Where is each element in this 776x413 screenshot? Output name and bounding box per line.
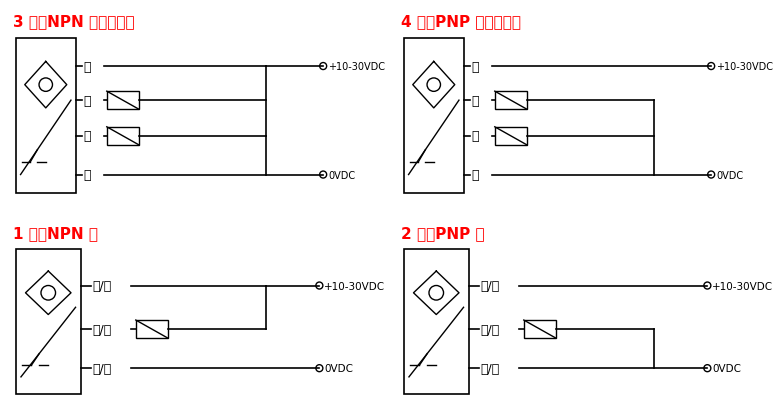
Bar <box>107 92 139 110</box>
Text: 1 号：NPN 型: 1 号：NPN 型 <box>12 225 98 240</box>
Bar <box>16 39 76 194</box>
Bar <box>495 92 527 110</box>
Text: +10-30VDC: +10-30VDC <box>328 62 385 72</box>
Text: 0VDC: 0VDC <box>328 170 355 180</box>
Text: 黄: 黄 <box>84 95 92 107</box>
Text: 红: 红 <box>472 60 480 74</box>
Text: 红: 红 <box>84 60 92 74</box>
Text: 兰/兰: 兰/兰 <box>481 362 500 375</box>
Text: 2 号：PNP 型: 2 号：PNP 型 <box>400 225 484 240</box>
Text: +10-30VDC: +10-30VDC <box>712 281 774 291</box>
Text: 黑: 黑 <box>84 130 92 143</box>
Bar <box>107 128 139 145</box>
Bar <box>136 320 168 338</box>
Bar <box>404 250 469 394</box>
Text: 黑: 黑 <box>472 130 480 143</box>
Bar <box>495 128 527 145</box>
Bar <box>404 39 464 194</box>
Bar <box>16 250 81 394</box>
Text: +10-30VDC: +10-30VDC <box>716 62 773 72</box>
Text: 兰/兰: 兰/兰 <box>93 362 112 375</box>
Text: 0VDC: 0VDC <box>324 363 353 373</box>
Bar <box>524 320 556 338</box>
Text: 4 号：PNP 一开一闭型: 4 号：PNP 一开一闭型 <box>400 14 521 30</box>
Text: 红/棕: 红/棕 <box>93 279 112 292</box>
Text: 3 号：NPN 一开一闭型: 3 号：NPN 一开一闭型 <box>12 14 134 30</box>
Text: 0VDC: 0VDC <box>712 363 741 373</box>
Text: 红/棕: 红/棕 <box>481 279 500 292</box>
Text: 兰: 兰 <box>84 169 92 182</box>
Text: 兰: 兰 <box>472 169 480 182</box>
Text: +10-30VDC: +10-30VDC <box>324 281 386 291</box>
Text: 0VDC: 0VDC <box>716 170 743 180</box>
Text: 黄/黑: 黄/黑 <box>93 323 112 336</box>
Text: 黄/黑: 黄/黑 <box>481 323 500 336</box>
Text: 黄: 黄 <box>472 95 480 107</box>
